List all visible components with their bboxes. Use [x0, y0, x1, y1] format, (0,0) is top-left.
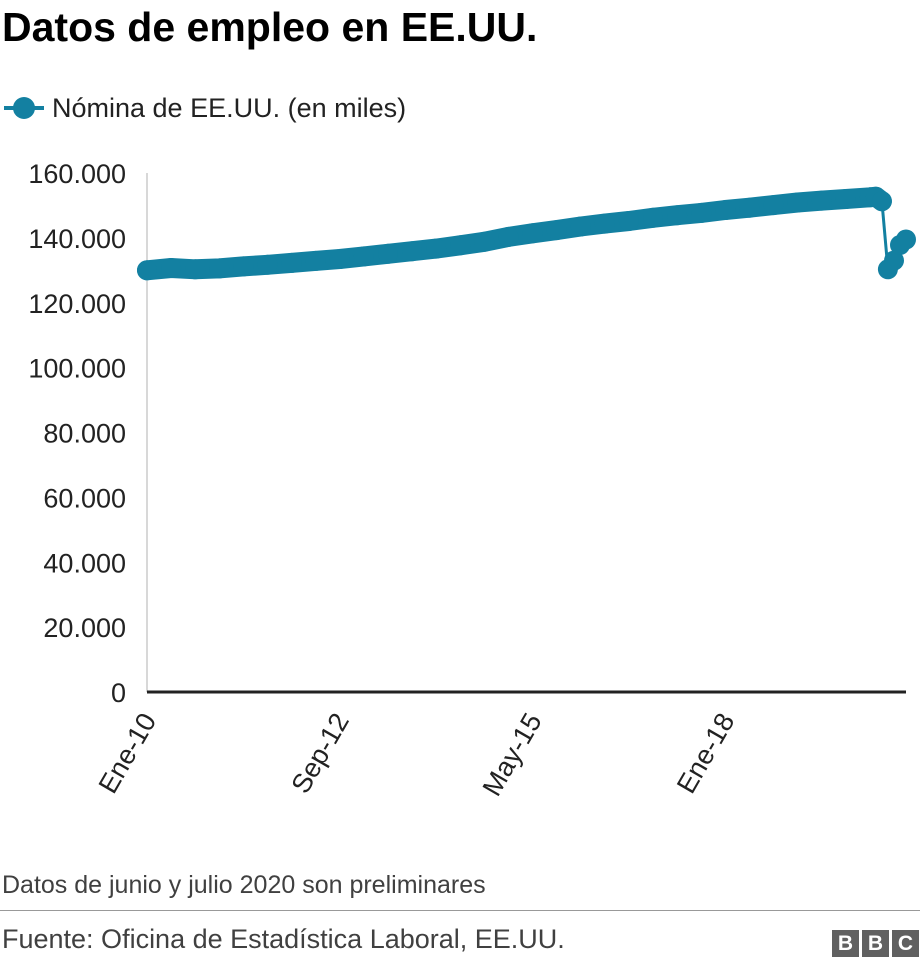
y-tick-label: 80.000 [43, 419, 126, 449]
line-chart: 0 20.000 40.000 60.000 80.000 100.000 120.000 1… [28, 159, 916, 801]
x-tick-label: Ene-18 [671, 708, 741, 798]
x-axis: Ene-10 Sep-12 May-15 Ene-18 [93, 690, 906, 801]
bbc-logo-letter: C [892, 930, 919, 957]
data-point [353, 246, 374, 267]
data-point [763, 195, 784, 216]
data-point [618, 211, 639, 231]
data-point [715, 200, 736, 220]
chart-title: Datos de empleo en EE.UU. [2, 4, 538, 50]
x-tick-label: Sep-12 [285, 708, 355, 798]
data-point [474, 231, 495, 252]
y-tick-label: 140.000 [28, 224, 126, 254]
legend: Nómina de EE.UU. (en miles) [4, 84, 406, 132]
data-point [329, 249, 350, 269]
y-tick-label: 40.000 [43, 548, 126, 578]
data-point [161, 258, 182, 278]
data-point [305, 250, 326, 271]
bbc-logo-letter: B [832, 930, 859, 957]
x-tick-label: Ene-10 [93, 708, 163, 798]
data-point [643, 207, 663, 228]
data-point [739, 197, 760, 218]
data-point [378, 243, 398, 264]
data-point [811, 190, 832, 211]
x-tick-label: May-15 [477, 708, 548, 801]
y-tick-label: 100.000 [28, 354, 126, 384]
data-point [426, 238, 447, 259]
data-point [233, 256, 254, 277]
data-point [884, 250, 904, 271]
y-tick-label: 20.000 [43, 613, 126, 643]
y-tick-label: 120.000 [28, 289, 126, 319]
data-point [185, 259, 206, 280]
data-point [570, 216, 591, 237]
footer-divider [0, 910, 920, 911]
data-point [546, 220, 567, 241]
data-point [871, 191, 892, 212]
bbc-logo: B B C [832, 930, 919, 957]
chart-note: Datos de junio y julio 2020 son prelimin… [2, 871, 486, 899]
data-point [498, 226, 519, 247]
legend-label: Nómina de EE.UU. (en miles) [52, 92, 407, 123]
y-tick-label: 0 [111, 678, 126, 708]
data-point [257, 254, 278, 275]
series-employment [137, 186, 916, 281]
data-point [667, 205, 688, 226]
bbc-logo-letter: B [862, 930, 889, 957]
data-point [691, 202, 712, 223]
data-point [402, 241, 422, 262]
y-tick-label: 60.000 [43, 483, 126, 513]
data-point [787, 192, 808, 213]
data-point [522, 223, 543, 244]
circle-line-marker-icon [4, 97, 44, 119]
data-point [594, 213, 615, 234]
y-tick-label: 160.000 [28, 159, 126, 189]
y-axis: 0 20.000 40.000 60.000 80.000 100.000 120.000 1… [28, 159, 148, 708]
data-point [450, 235, 471, 256]
data-point [281, 252, 302, 273]
source-text: Fuente: Oficina de Estadística Laboral, … [2, 924, 565, 954]
data-point [137, 260, 157, 281]
data-point [209, 258, 230, 279]
data-point [835, 189, 856, 209]
data-point [896, 229, 916, 250]
